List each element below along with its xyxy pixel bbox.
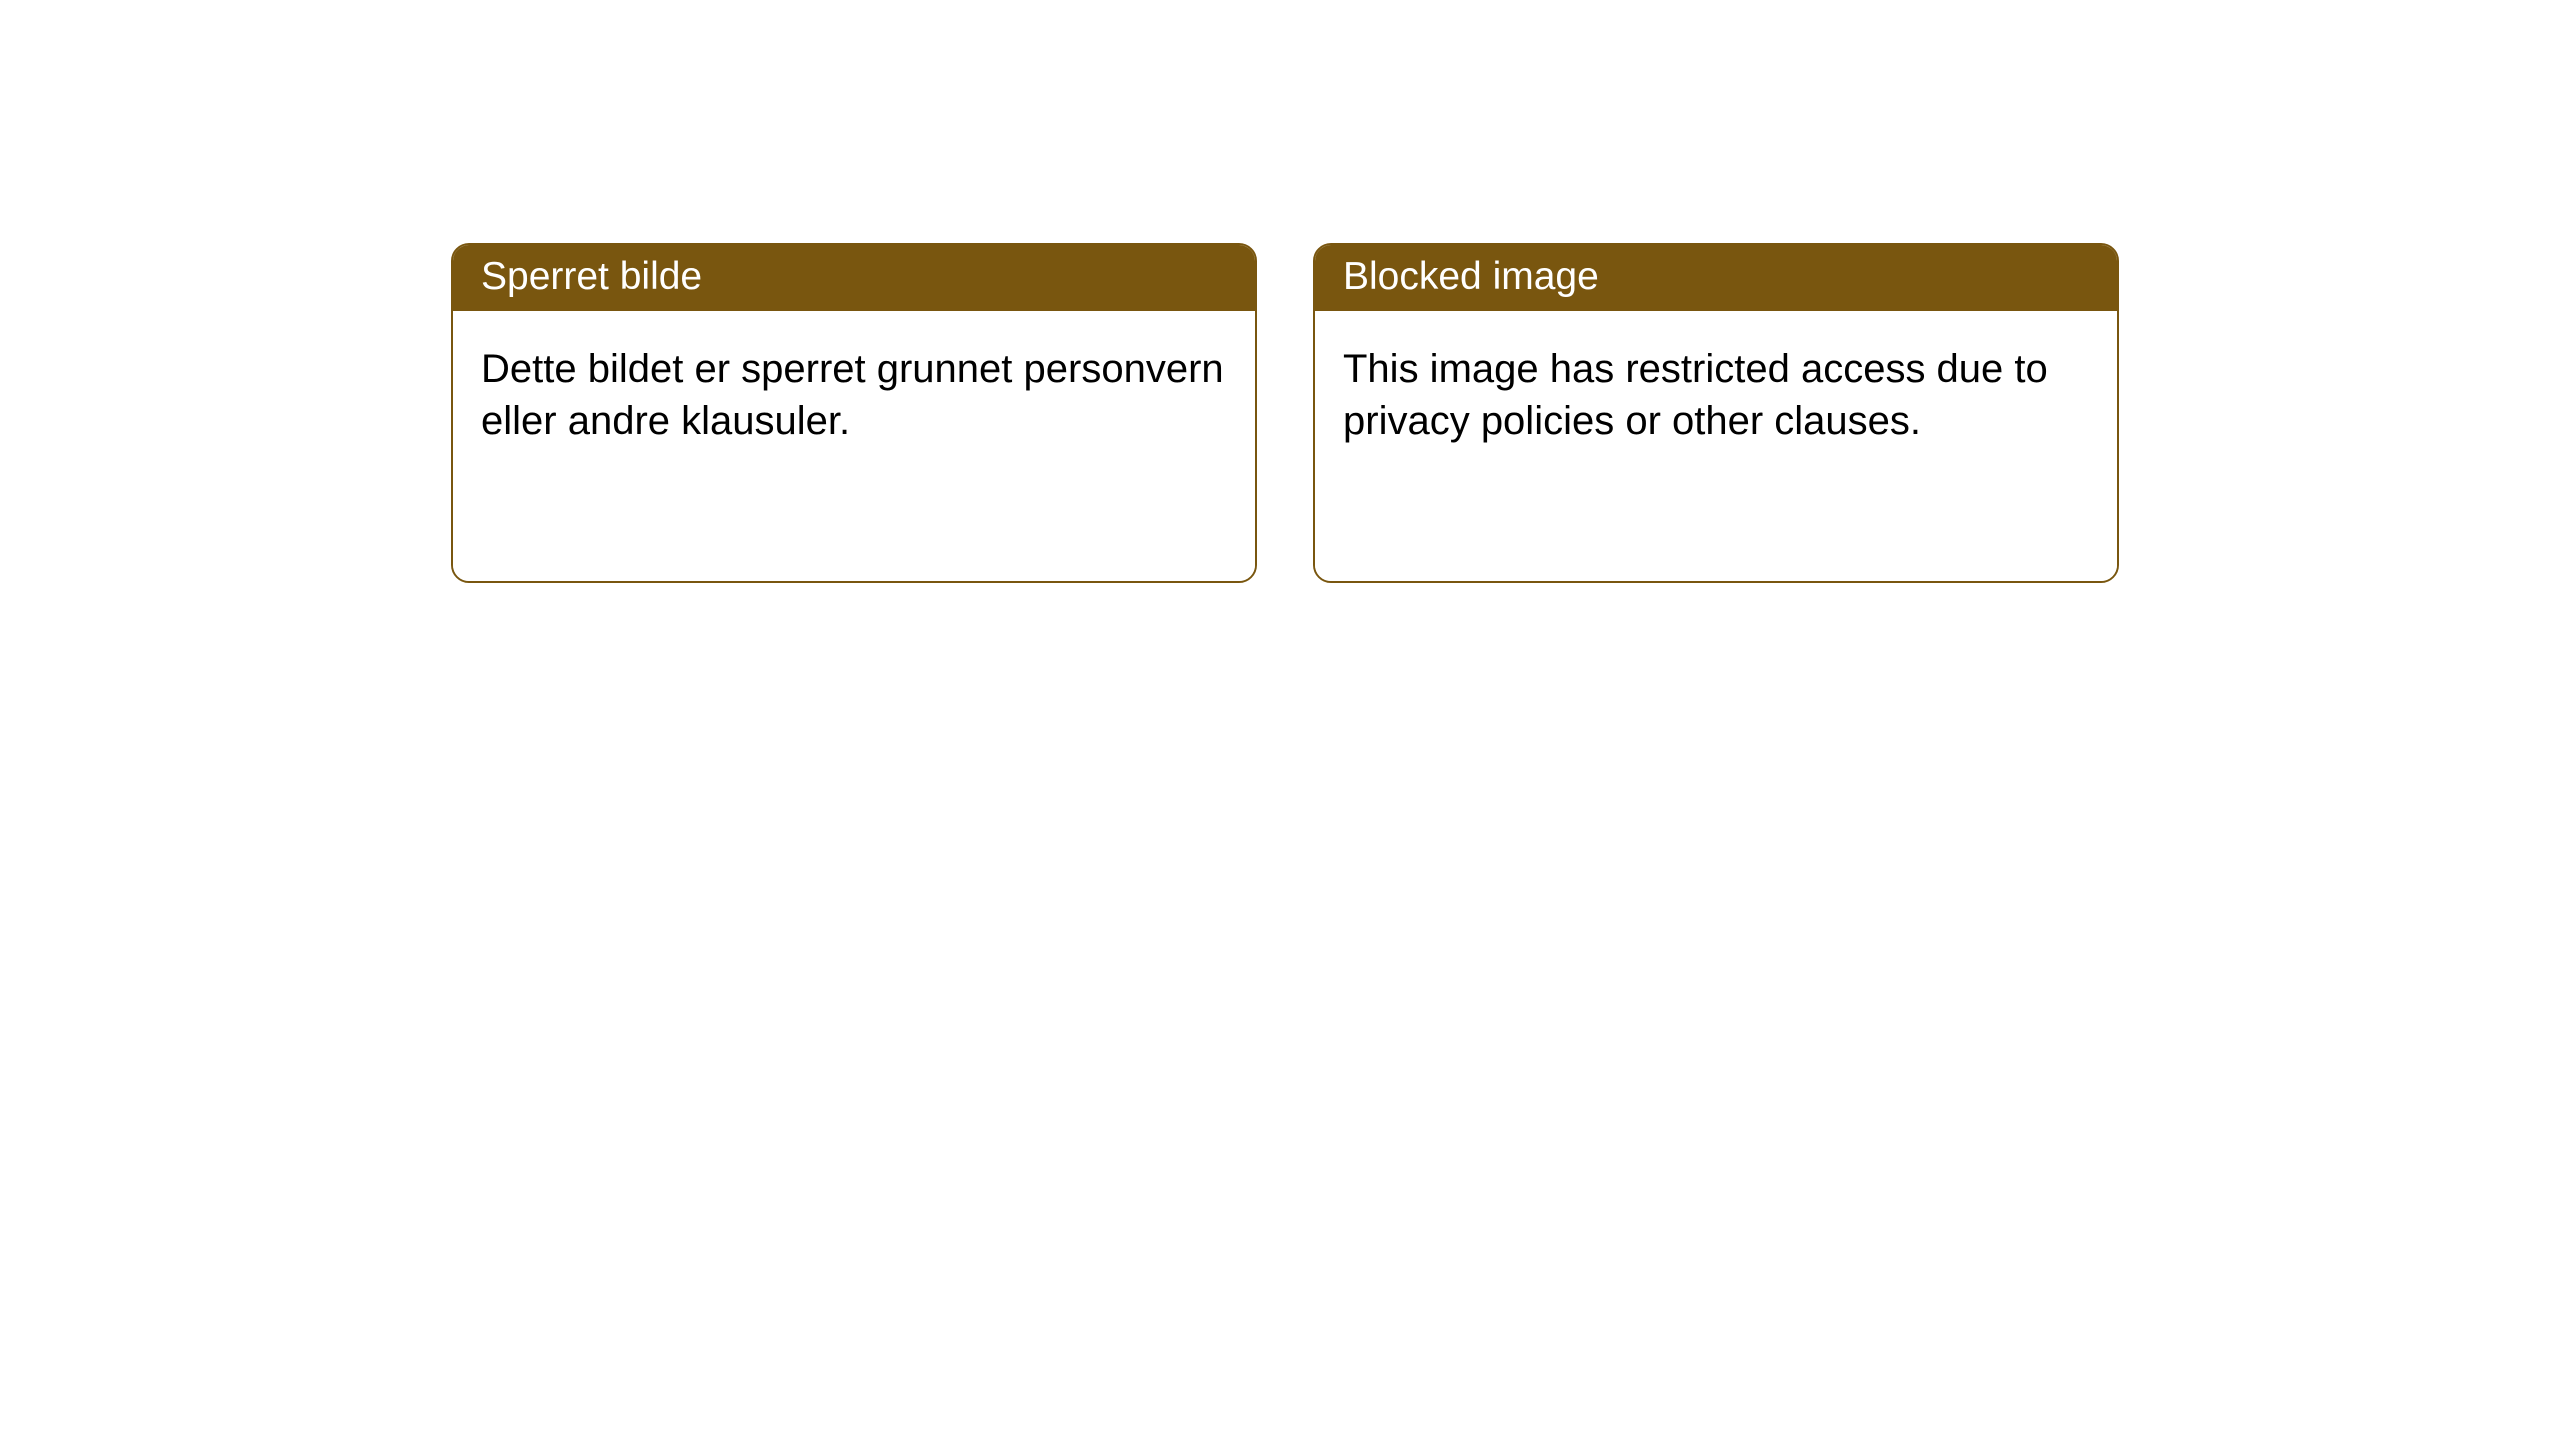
notice-container: Sperret bilde Dette bildet er sperret gr…	[0, 0, 2560, 583]
notice-header: Sperret bilde	[453, 245, 1255, 311]
notice-body-text: This image has restricted access due to …	[1343, 347, 2048, 443]
notice-card-norwegian: Sperret bilde Dette bildet er sperret gr…	[451, 243, 1257, 583]
notice-body: This image has restricted access due to …	[1315, 311, 2117, 581]
notice-title: Sperret bilde	[481, 255, 702, 298]
notice-card-english: Blocked image This image has restricted …	[1313, 243, 2119, 583]
notice-body-text: Dette bildet er sperret grunnet personve…	[481, 347, 1224, 443]
notice-title: Blocked image	[1343, 255, 1599, 298]
notice-header: Blocked image	[1315, 245, 2117, 311]
notice-body: Dette bildet er sperret grunnet personve…	[453, 311, 1255, 581]
